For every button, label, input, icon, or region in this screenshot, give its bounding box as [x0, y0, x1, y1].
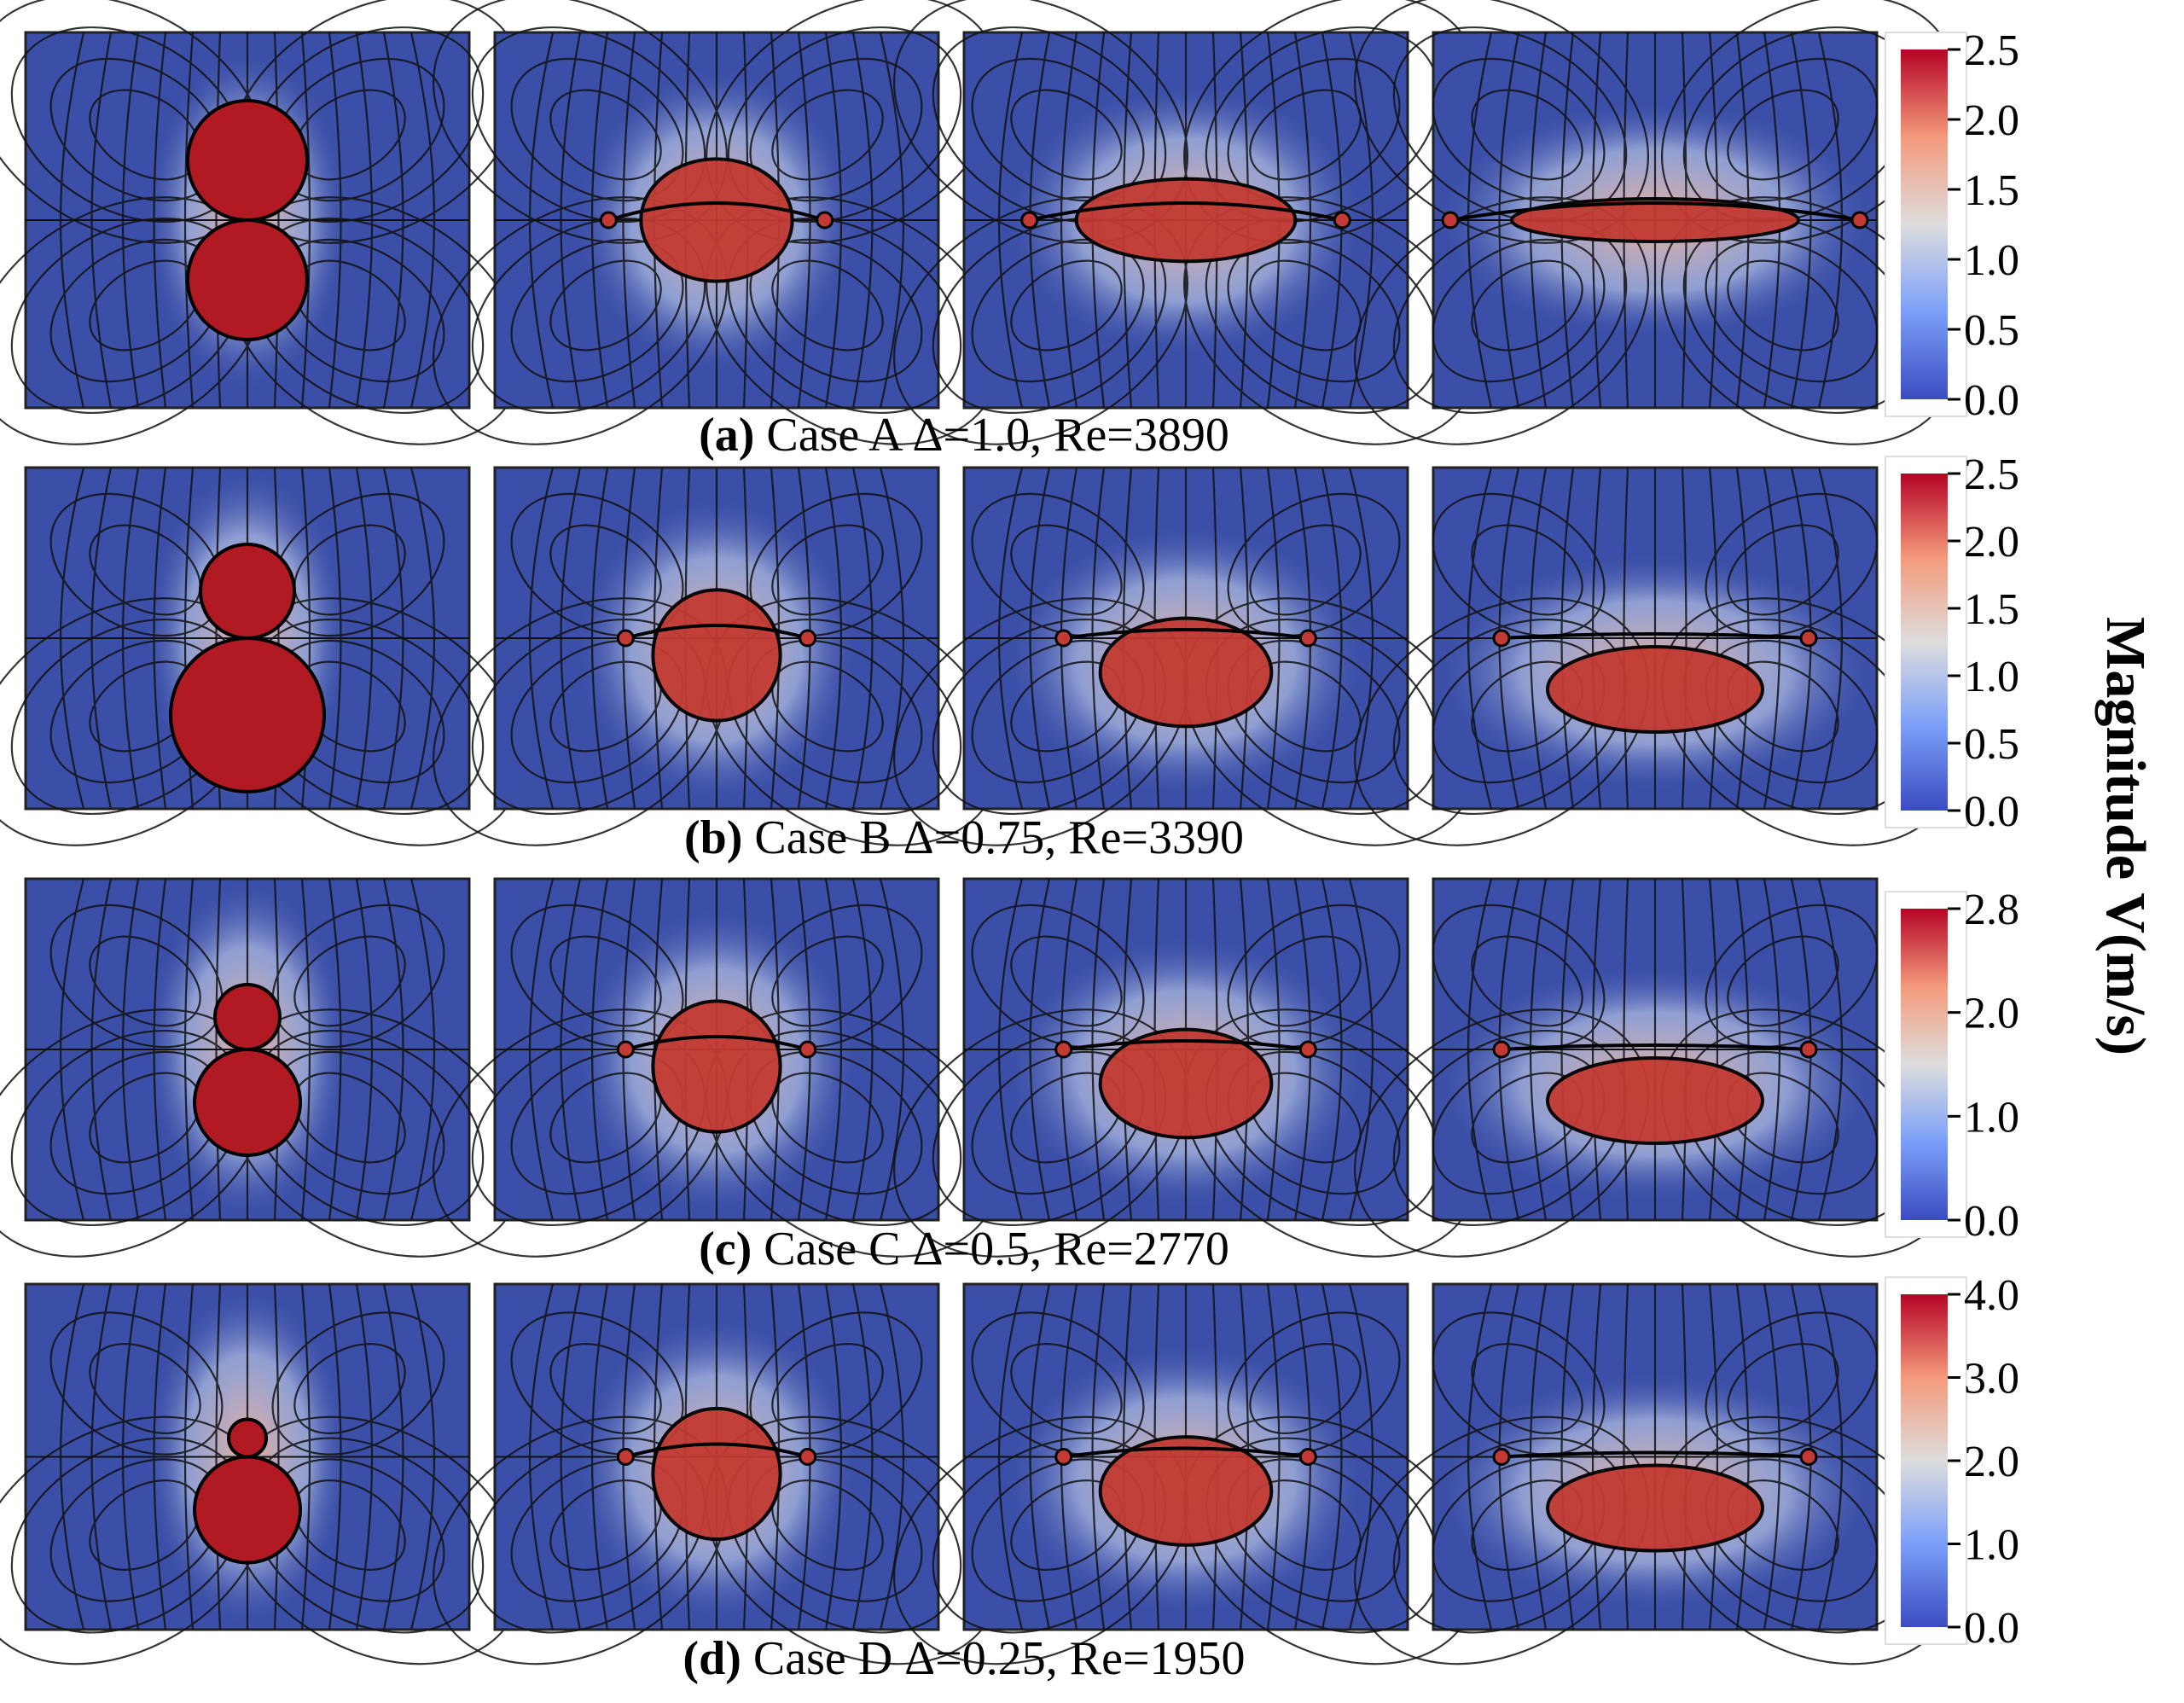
colorbar-tick-label: 0.5 [1964, 306, 2019, 355]
colorbar-tick-label: 0.5 [1964, 720, 2019, 769]
colorbar-tick-label: 2.0 [1964, 518, 2019, 567]
bubble-interface [616, 1406, 817, 1542]
bubble-interface [186, 99, 309, 341]
colorbar-tick-label: 2.0 [1964, 96, 2019, 145]
colorbar-tick-label: 0.0 [1964, 1604, 2019, 1653]
row-caption-label: (a) [699, 409, 766, 462]
row-caption-text: Case B Δ=0.75, Re=3390 [754, 811, 1244, 864]
colorbar-tick-label: 1.5 [1964, 585, 2019, 634]
bubble-interface [1054, 616, 1317, 729]
velocity-panel [892, 877, 1479, 1258]
row-4: (d) Case D Δ=0.25, Re=1950 4.0 3.0 2.0 1.0 0.… [0, 1271, 2019, 1685]
velocity-panel [432, 1282, 1002, 1665]
velocity-panel [1353, 1282, 1957, 1665]
velocity-panel [0, 0, 524, 445]
bubble-interface [599, 157, 834, 283]
colorbar-tick-label: 0.0 [1964, 376, 2019, 425]
velocity-panel [0, 877, 524, 1258]
colorbar-tick-label: 3.0 [1964, 1355, 2019, 1404]
bubble-interface [1492, 1040, 1818, 1145]
velocity-panel [892, 1282, 1479, 1665]
colorbar-tick-label: 1.0 [1964, 236, 2019, 285]
colorbar-tick-label: 4.0 [1964, 1271, 2019, 1320]
bubble-interface [193, 1417, 302, 1565]
colorbar-title: Magnitude V(m/s) [2094, 617, 2157, 1055]
colorbar-tick-label: 1.5 [1964, 166, 2019, 215]
bubble-interface [1054, 1435, 1317, 1547]
row-caption-text: Case A Δ=1.0, Re=3890 [766, 409, 1229, 462]
bubble-interface [1492, 1448, 1818, 1553]
row-caption-label: (d) [682, 1632, 752, 1685]
velocity-panel [432, 0, 1002, 445]
panel-grid: (a) Case A Δ=1.0, Re=3890 2.5 2.0 1.5 1.0 0.5… [0, 0, 2019, 1685]
colorbar-tick-label: 1.0 [1964, 653, 2019, 701]
bubble-interface [1441, 197, 1869, 243]
row-caption: (d) Case D Δ=0.25, Re=1950 [682, 1632, 1245, 1685]
row-caption-label: (c) [699, 1223, 764, 1276]
row-caption-text: Case D Δ=0.25, Re=1950 [753, 1632, 1246, 1685]
colorbar: 2.5 2.0 1.5 1.0 0.5 0.0 [1885, 450, 2019, 836]
colorbar-tick-label: 0.0 [1964, 788, 2019, 836]
velocity-panel [1353, 877, 1957, 1258]
velocity-panel [432, 877, 1002, 1258]
bubble-interface [1492, 629, 1818, 734]
velocity-panel [892, 0, 1479, 445]
bubble-interface [616, 588, 817, 723]
colorbar: 2.8 2.0 1.0 0.0 [1885, 886, 2019, 1246]
row-2: (b) Case B Δ=0.75, Re=3390 2.5 2.0 1.5 1.0 0.… [0, 450, 2019, 864]
colorbar-tick-label: 2.0 [1964, 990, 2019, 1038]
velocity-panel [1353, 466, 1957, 846]
bubble-interface [1054, 1027, 1317, 1140]
row-caption: (c) Case C Δ=0.5, Re=2770 [699, 1223, 1229, 1276]
bubble-interface [1020, 177, 1351, 264]
row-caption-label: (b) [684, 811, 754, 864]
velocity-panel [892, 466, 1479, 846]
colorbar: 2.5 2.0 1.5 1.0 0.5 0.0 [1885, 26, 2019, 425]
row-3: (c) Case C Δ=0.5, Re=2770 2.8 2.0 1.0 0.0 [0, 877, 2019, 1276]
colorbar-tick-label: 2.5 [1964, 450, 2019, 499]
colorbar-tick-label: 2.0 [1964, 1438, 2019, 1486]
velocity-panel [0, 1282, 524, 1665]
colorbar-tick-label: 1.0 [1964, 1093, 2019, 1142]
row-1: (a) Case A Δ=1.0, Re=3890 2.5 2.0 1.5 1.0 0.5… [0, 0, 2019, 462]
bubble-interface [616, 999, 817, 1134]
velocity-panel [1353, 0, 1957, 445]
row-caption-text: Case C Δ=0.5, Re=2770 [764, 1223, 1229, 1276]
colorbar-tick-label: 2.5 [1964, 26, 2019, 75]
colorbar-tick-label: 0.0 [1964, 1197, 2019, 1246]
colorbar-tick-label: 2.8 [1964, 886, 2019, 934]
bubble-interface [169, 543, 326, 793]
colorbar-tick-label: 1.0 [1964, 1521, 2019, 1570]
row-caption: (a) Case A Δ=1.0, Re=3890 [699, 409, 1229, 462]
row-caption: (b) Case B Δ=0.75, Re=3390 [684, 811, 1244, 864]
velocity-panel [0, 466, 524, 846]
bubble-interface [193, 983, 302, 1157]
colorbar: 4.0 3.0 2.0 1.0 0.0 [1885, 1271, 2019, 1653]
